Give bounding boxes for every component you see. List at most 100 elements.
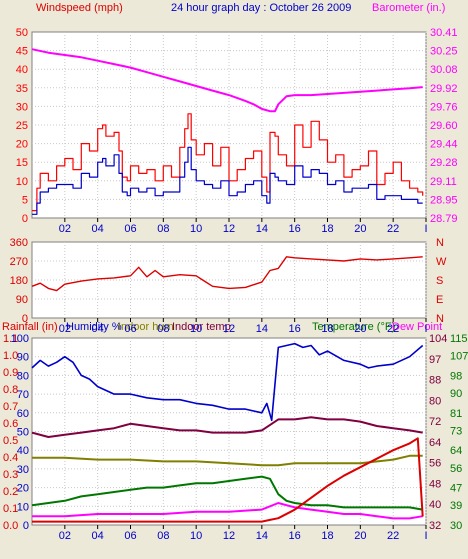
x-tick-label: 20: [354, 530, 366, 542]
x-tick-label: 12: [223, 223, 235, 235]
humidity-tick-label: 60: [17, 408, 29, 420]
wind-gust-line: [32, 113, 424, 212]
humidity-tick-label: 80: [17, 370, 29, 382]
windspeed-tick-label: 25: [16, 120, 28, 132]
windspeed-tick-label: 40: [16, 64, 28, 76]
temperature-tick-label: 98: [450, 370, 462, 382]
x-tick-label: 18: [321, 530, 333, 542]
x-tick-label: 22: [387, 323, 399, 335]
compass-tick-label: N: [436, 237, 444, 249]
humidity-tick-label: 40: [17, 445, 29, 457]
humidity-tick-label: 0: [23, 520, 29, 532]
indoor-temp-tick-label: 104: [429, 333, 447, 345]
x-tick-label: 10: [190, 223, 202, 235]
barometer-axis-label: Barometer (in.): [372, 2, 445, 14]
barometer-tick-label: 29.92: [430, 83, 458, 95]
rainfall-tick-label: 1.1: [3, 333, 18, 345]
direction-tick-label: 0: [22, 313, 28, 325]
legend-humidity: Humidity %: [66, 321, 122, 333]
direction-tick-label: 180: [10, 275, 28, 287]
direction-tick-label: 360: [10, 237, 28, 249]
legend-rainfall: Rainfall (in): [2, 321, 58, 333]
rainfall-tick-label: 0.3: [3, 469, 18, 481]
indoor-temp-tick-label: 80: [429, 395, 441, 407]
rainfall-tick-label: 0.7: [3, 401, 18, 413]
humidity-line: [31, 342, 424, 422]
barometer-tick-label: 30.08: [430, 64, 458, 76]
rainfall-tick-label: 0.2: [3, 486, 18, 498]
indoor-temp-tick-label: 56: [429, 458, 441, 470]
x-tick-label: 22: [387, 530, 399, 542]
chart-title: 24 hour graph day : October 26 2009: [171, 2, 351, 14]
compass-tick-label: E: [436, 294, 443, 306]
x-tick-label: 08: [157, 530, 169, 542]
x-tick-label: 12: [223, 530, 235, 542]
barometer-tick-label: 28.79: [430, 213, 458, 225]
temperature-tick-label: 39: [450, 500, 462, 512]
indoor-temp-tick-label: 32: [429, 520, 441, 532]
humidity-tick-label: 70: [17, 389, 29, 401]
barometer-tick-label: 29.28: [430, 157, 458, 169]
x-tick-label: 16: [289, 323, 301, 335]
windspeed-tick-label: 0: [22, 213, 28, 225]
humidity-tick-label: 50: [17, 427, 29, 439]
x-tick-label: I: [424, 323, 427, 335]
x-tick-label: 06: [124, 223, 136, 235]
temperature-tick-label: 81: [450, 408, 462, 420]
humidity-tick-label: 10: [17, 501, 29, 513]
temperature-tick-label: 47: [450, 483, 462, 495]
indoor-temp-tick-label: 64: [429, 437, 441, 449]
barometer-tick-label: 28.95: [430, 194, 458, 206]
temperature-tick-label: 30: [450, 520, 462, 532]
indoor-temp-tick-label: 48: [429, 478, 441, 490]
rainfall-tick-label: 0.9: [3, 367, 18, 379]
x-tick-label: 18: [321, 323, 333, 335]
legend-dew-point: Dew Point: [392, 321, 442, 333]
dew-point-line: [32, 502, 423, 520]
windspeed-tick-label: 50: [16, 27, 28, 39]
x-tick-label: 02: [59, 323, 71, 335]
barometer-line: [31, 48, 423, 113]
indoor-temp-tick-label: 97: [429, 354, 441, 366]
x-tick-label: 14: [256, 530, 268, 542]
indoor-temp-tick-label: 72: [429, 416, 441, 428]
indoor-hum-line: [32, 454, 423, 467]
x-tick-label: 06: [124, 530, 136, 542]
legend-temperature: Temperature (°F): [312, 321, 395, 333]
x-tick-label: 04: [92, 323, 104, 335]
indoor-temp-line: [31, 416, 423, 438]
x-tick-label: 04: [92, 530, 104, 542]
temperature-tick-label: 73: [450, 425, 462, 437]
x-tick-label: I: [424, 223, 427, 235]
x-tick-label: 14: [256, 223, 268, 235]
x-tick-label: 06: [124, 323, 136, 335]
temperature-tick-label: 64: [450, 445, 462, 457]
windspeed-tick-label: 30: [16, 101, 28, 113]
x-tick-label: 22: [387, 223, 399, 235]
rainfall-tick-label: 0.4: [3, 452, 18, 464]
x-tick-label: 16: [289, 530, 301, 542]
rainfall-tick-label: 0.5: [3, 435, 18, 447]
humidity-tick-label: 90: [17, 352, 29, 364]
compass-tick-label: S: [436, 275, 443, 287]
rainfall-tick-label: 0.0: [3, 520, 18, 532]
compass-tick-label: N: [436, 313, 444, 325]
x-tick-label: 12: [223, 323, 235, 335]
wind-average-line: [32, 146, 423, 215]
x-tick-label: 08: [157, 323, 169, 335]
temperature-tick-label: 56: [450, 463, 462, 475]
rainfall-line: [32, 437, 424, 523]
barometer-tick-label: 29.11: [430, 176, 457, 188]
rainfall-tick-label: 1.0: [3, 350, 18, 362]
x-tick-label: 04: [92, 223, 104, 235]
direction-tick-label: 270: [10, 256, 28, 268]
x-tick-label: 02: [59, 223, 71, 235]
barometer-tick-label: 29.76: [430, 101, 458, 113]
windspeed-tick-label: 5: [22, 194, 28, 206]
x-tick-label: 16: [289, 223, 301, 235]
x-tick-label: 14: [256, 323, 268, 335]
x-tick-label: I: [424, 530, 427, 542]
wind-direction-line: [31, 256, 423, 292]
windspeed-tick-label: 10: [16, 176, 28, 188]
